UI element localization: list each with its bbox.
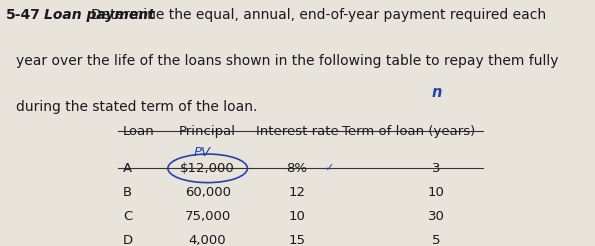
Text: $12,000: $12,000	[180, 162, 235, 175]
Text: PV: PV	[194, 146, 211, 159]
Text: 15: 15	[289, 234, 306, 246]
Text: ✓: ✓	[324, 163, 334, 173]
Text: Loan: Loan	[123, 124, 155, 138]
Text: 10: 10	[289, 210, 306, 223]
Text: 12: 12	[289, 186, 306, 199]
Text: 60,000: 60,000	[184, 186, 231, 199]
Text: 10: 10	[428, 186, 444, 199]
Text: year over the life of the loans shown in the following table to repay them fully: year over the life of the loans shown in…	[16, 54, 559, 68]
Text: Interest rate: Interest rate	[256, 124, 339, 138]
Text: 5: 5	[432, 234, 440, 246]
Text: B: B	[123, 186, 132, 199]
Text: Principal: Principal	[179, 124, 236, 138]
Text: D: D	[123, 234, 133, 246]
Text: 75,000: 75,000	[184, 210, 231, 223]
Text: 3: 3	[432, 162, 440, 175]
Text: Determine the equal, annual, end-of-year payment required each: Determine the equal, annual, end-of-year…	[91, 8, 546, 22]
Text: C: C	[123, 210, 133, 223]
Text: Term of loan (years): Term of loan (years)	[342, 124, 475, 138]
Text: 5-47: 5-47	[7, 8, 41, 22]
Text: during the stated term of the loan.: during the stated term of the loan.	[16, 100, 258, 114]
Text: 8%: 8%	[287, 162, 308, 175]
Text: A: A	[123, 162, 132, 175]
Text: n: n	[431, 85, 441, 100]
Text: Loan payment: Loan payment	[43, 8, 154, 22]
Text: 4,000: 4,000	[189, 234, 227, 246]
Text: 30: 30	[428, 210, 444, 223]
